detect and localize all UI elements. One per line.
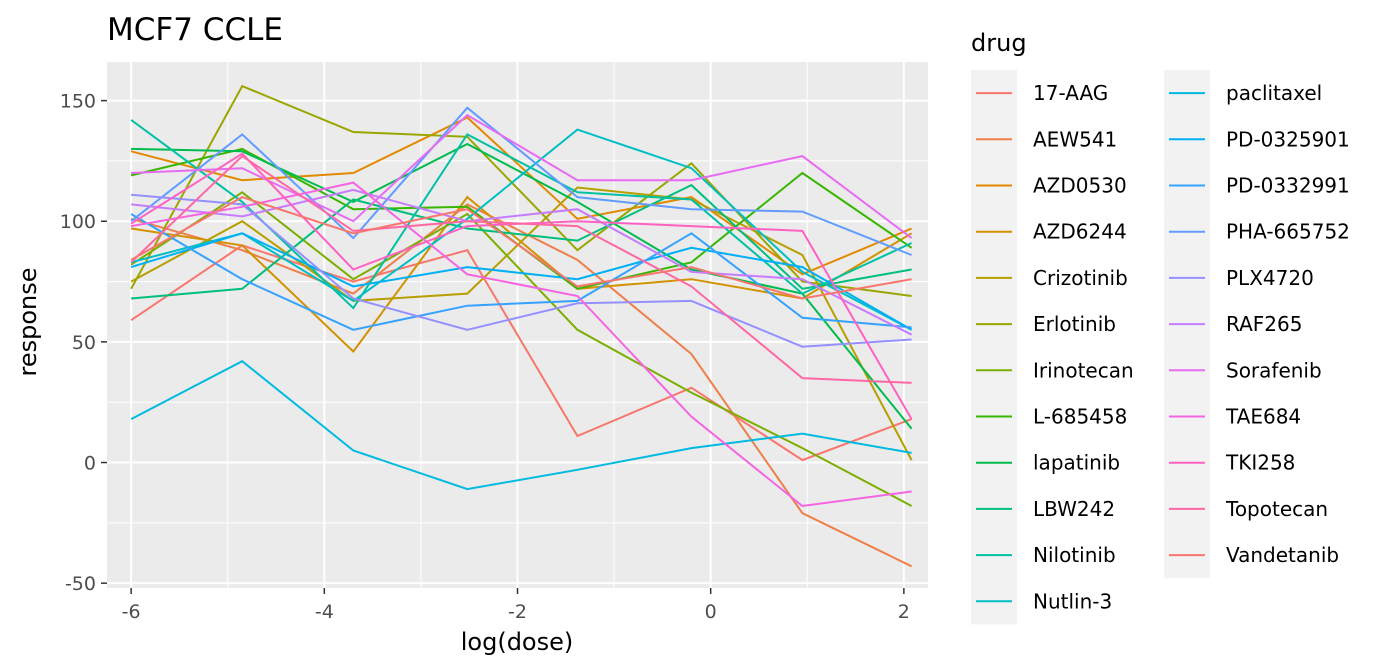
legend-title: drug — [971, 29, 1027, 57]
x-tick-label: -2 — [508, 601, 527, 623]
series-line-17-aag — [130, 244, 912, 462]
x-tick-label: 0 — [705, 601, 717, 623]
legend: drug 17-AAG AEW541 AZD0530 AZD6244 Crizotini… — [971, 29, 1350, 625]
series-line-lbw242 — [131, 183, 912, 300]
legend-label: Topotecan — [1225, 497, 1328, 521]
y-tick-label: 0 — [84, 453, 96, 475]
x-axis-title: log(dose) — [461, 628, 574, 656]
y-tick-label: 50 — [72, 332, 96, 354]
legend-label: Sorafenib — [1226, 358, 1322, 382]
series-line-crizotinib — [130, 186, 913, 461]
legend-label: RAF265 — [1226, 312, 1302, 336]
legend-label: AZD0530 — [1033, 174, 1127, 198]
legend-label: lapatinib — [1033, 451, 1120, 475]
series-line-pd-0325901 — [130, 232, 913, 331]
legend-label: Crizotinib — [1033, 266, 1128, 290]
series-line-sorafenib — [131, 113, 913, 239]
series-line-raf265 — [130, 188, 913, 336]
y-axis-title: response — [14, 267, 42, 376]
legend-label: PD-0332991 — [1226, 174, 1350, 198]
legend-label: TKI258 — [1225, 451, 1295, 475]
series-line-vandetanib — [130, 196, 912, 300]
x-tick-label: 2 — [898, 601, 910, 623]
legend-label: 17-AAG — [1033, 81, 1108, 105]
legend-label: AEW541 — [1033, 127, 1117, 151]
legend-label: Nilotinib — [1033, 543, 1116, 567]
series-line-pd-0332991 — [130, 213, 912, 331]
series-line-plx4720 — [131, 193, 912, 348]
legend-label: Vandetanib — [1226, 543, 1339, 567]
legend-label: AZD6244 — [1033, 220, 1127, 244]
legend-label: PLX4720 — [1226, 266, 1314, 290]
legend-label: PD-0325901 — [1226, 127, 1350, 151]
series-lines — [130, 84, 913, 568]
legend-label: TAE684 — [1225, 405, 1301, 429]
chart-title: MCF7 CCLE — [107, 12, 283, 48]
series-line-nutlin-3 — [130, 128, 913, 331]
x-axis: -6 -4 -2 0 2 — [122, 588, 910, 623]
legend-label: LBW242 — [1033, 497, 1115, 521]
x-tick-label: -6 — [122, 601, 141, 623]
legend-label: Nutlin-3 — [1033, 589, 1112, 613]
y-axis: -50 0 50 100 150 — [60, 91, 107, 595]
series-line-erlotinib — [130, 84, 912, 297]
series-line-pha-665752 — [130, 106, 912, 256]
legend-label: Irinotecan — [1033, 358, 1134, 382]
legend-label: PHA-665752 — [1226, 220, 1350, 244]
y-tick-label: -50 — [65, 573, 96, 595]
x-tick-label: -4 — [315, 601, 334, 623]
series-line-azd6244 — [130, 195, 913, 354]
legend-label: L-685458 — [1033, 405, 1127, 429]
y-tick-label: 150 — [60, 91, 96, 113]
legend-label: paclitaxel — [1226, 81, 1322, 105]
series-line-irinotecan — [130, 191, 913, 507]
series-line-paclitaxel — [130, 360, 912, 491]
legend-label: Erlotinib — [1033, 312, 1116, 336]
series-line-topotecan — [130, 154, 912, 384]
y-tick-label: 100 — [60, 211, 96, 233]
series-line-aew541 — [130, 203, 913, 568]
